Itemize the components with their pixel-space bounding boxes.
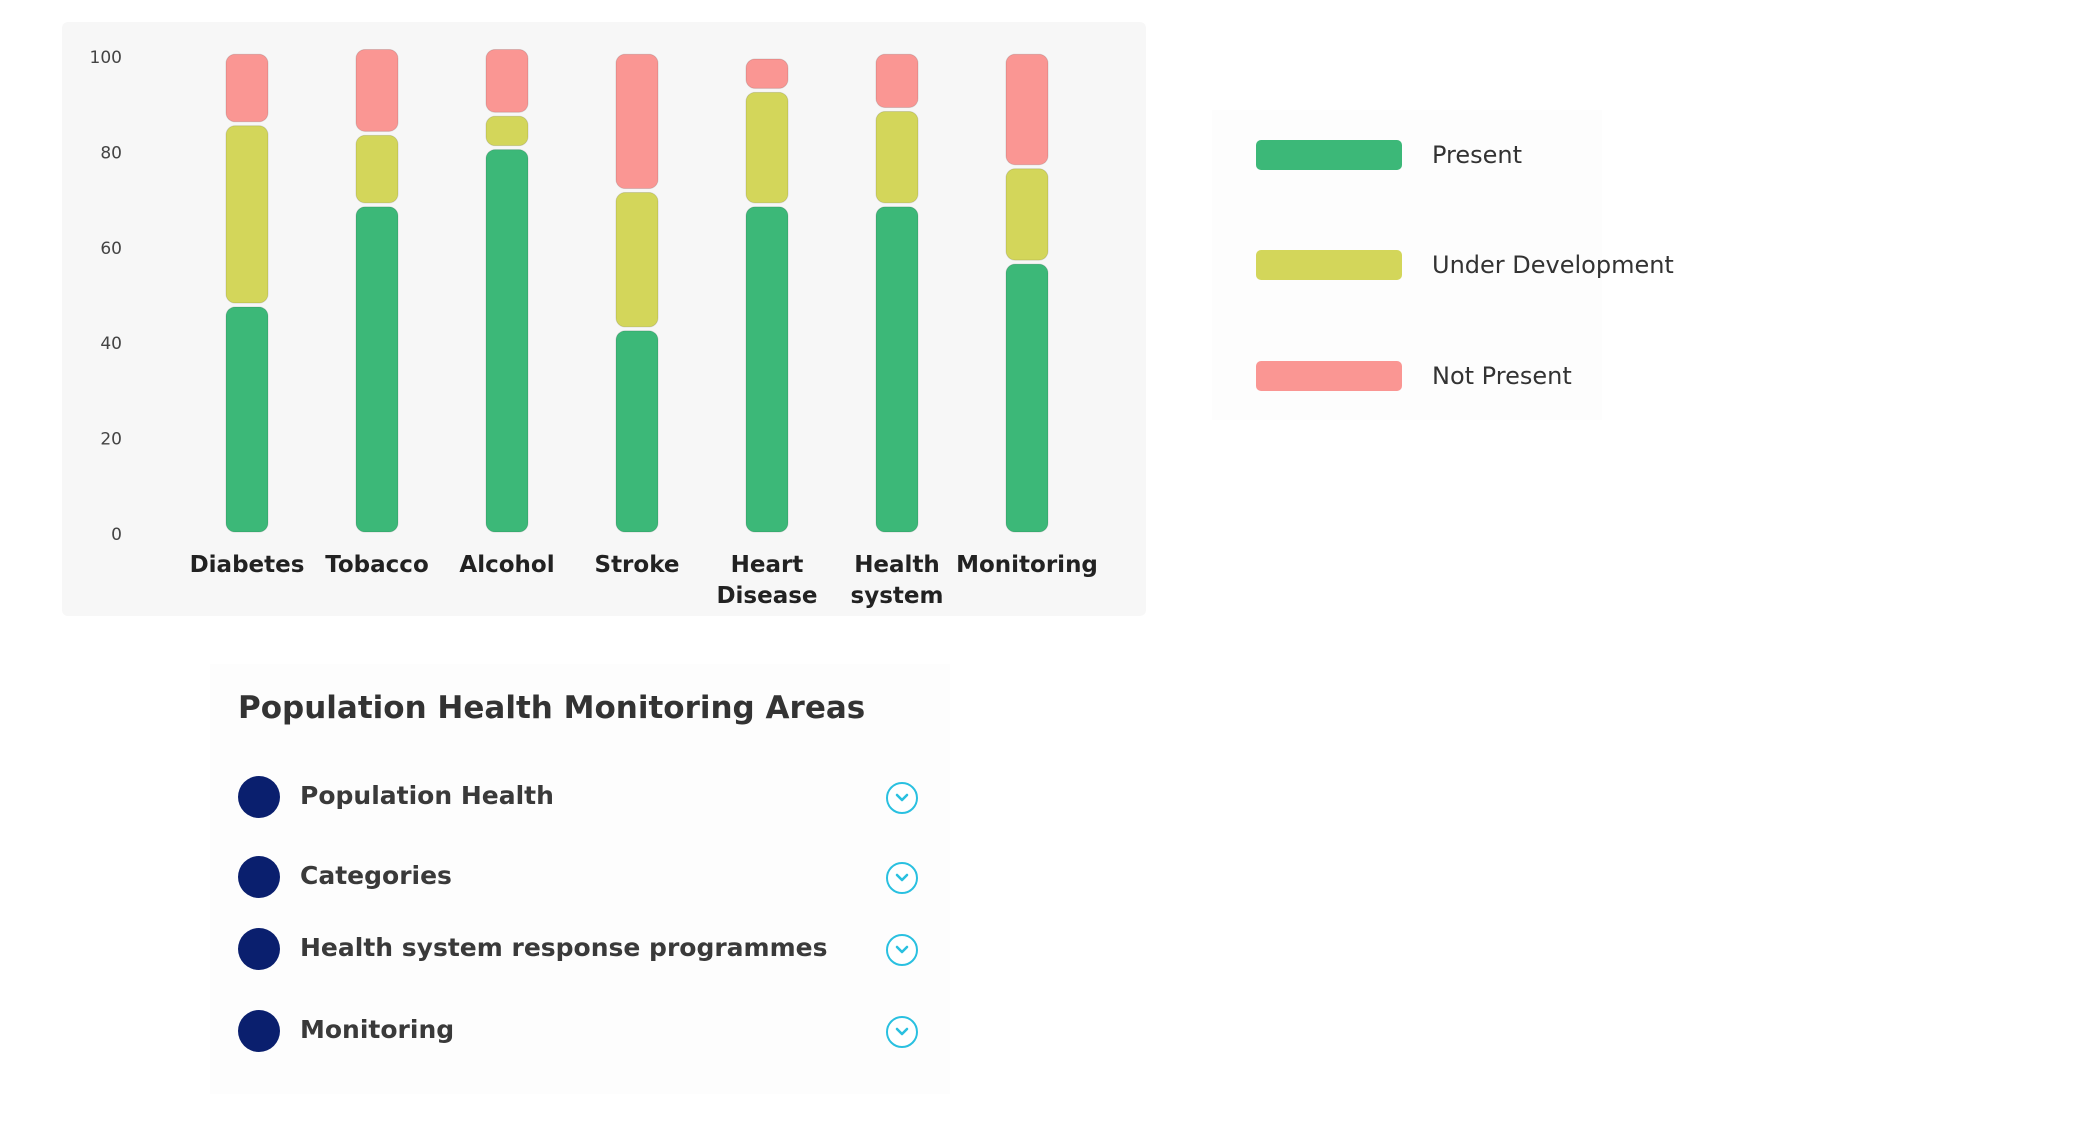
legend-swatch-present — [1256, 140, 1402, 170]
areas-title: Population Health Monitoring Areas — [238, 690, 866, 726]
y-tick-label: 40 — [100, 334, 122, 354]
monitoring-areas-card: Population Health Monitoring Areas Popul… — [210, 664, 950, 1094]
chart-legend: Present Under Development Not Present — [1212, 110, 1674, 420]
bar-health-system-under-development — [875, 110, 919, 204]
area-label: Health system response programmes — [300, 933, 828, 962]
bar-alcohol-under-development — [485, 115, 529, 147]
stacked-bar-chart: 0 20 40 60 80 100 Diabetes Tobacco Alcohol Stroke… — [62, 22, 1146, 616]
chevron-down-icon[interactable] — [886, 934, 918, 966]
bar-tobacco-under-development — [355, 134, 399, 204]
area-label: Categories — [300, 861, 452, 890]
x-tick-label: Tobacco — [325, 552, 429, 578]
bar-diabetes-under-development — [225, 125, 269, 304]
bar-health-system-present — [875, 206, 919, 533]
x-tick-label: Stroke — [595, 552, 680, 578]
bar-heart-disease-not-present — [745, 58, 789, 89]
bar-alcohol-not-present — [485, 48, 529, 113]
bar-stroke-not-present — [615, 53, 659, 190]
bar-stroke-present — [615, 330, 659, 533]
bar-tobacco-present — [355, 206, 399, 533]
bullet-dot — [238, 776, 280, 818]
bullet-dot — [238, 928, 280, 970]
x-tick-label: Monitoring — [956, 552, 1098, 578]
area-row-categories[interactable]: Categories — [238, 854, 938, 898]
y-tick-label: 60 — [100, 239, 122, 259]
chart-canvas: 0 20 40 60 80 100 Diabetes Tobacco Alcohol Stroke… — [90, 48, 1098, 609]
bar-monitoring-under-development — [1005, 168, 1049, 261]
y-tick-label: 80 — [100, 143, 122, 163]
bullet-dot — [238, 1010, 280, 1052]
bar-heart-disease-present — [745, 206, 789, 533]
legend-label-under-development: Under Development — [1432, 251, 1674, 279]
x-tick-label: system — [851, 583, 944, 609]
legend-label-present: Present — [1432, 141, 1523, 169]
chevron-down-icon[interactable] — [886, 862, 918, 894]
area-label: Monitoring — [300, 1015, 455, 1044]
bar-diabetes-present — [225, 306, 269, 533]
area-row-monitoring[interactable]: Monitoring — [238, 1008, 938, 1052]
x-tick-label: Heart — [731, 552, 804, 578]
x-tick-label: Alcohol — [459, 552, 554, 578]
legend-swatch-not-present — [1256, 361, 1402, 391]
bar-stroke-under-development — [615, 192, 659, 328]
legend-label-not-present: Not Present — [1432, 362, 1572, 390]
bar-alcohol-present — [485, 149, 529, 533]
bar-diabetes-not-present — [225, 53, 269, 123]
legend-swatch-under-development — [1256, 250, 1402, 280]
x-tick-label: Health — [854, 552, 940, 578]
area-row-health-system-response-programmes[interactable]: Health system response programmes — [238, 926, 938, 970]
bar-monitoring-present — [1005, 263, 1049, 533]
chevron-down-icon[interactable] — [886, 1016, 918, 1048]
y-tick-label: 0 — [111, 525, 122, 545]
y-tick-label: 20 — [100, 430, 122, 450]
bullet-dot — [238, 856, 280, 898]
bar-health-system-not-present — [875, 53, 919, 108]
bar-tobacco-not-present — [355, 48, 399, 132]
bar-monitoring-not-present — [1005, 53, 1049, 166]
y-tick-label: 100 — [90, 48, 122, 68]
bar-heart-disease-under-development — [745, 91, 789, 204]
area-row-population-health[interactable]: Population Health — [238, 774, 938, 818]
area-label: Population Health — [300, 781, 554, 810]
x-tick-label: Diabetes — [190, 552, 305, 578]
x-tick-label: Disease — [716, 583, 817, 609]
chevron-down-icon[interactable] — [886, 782, 918, 814]
